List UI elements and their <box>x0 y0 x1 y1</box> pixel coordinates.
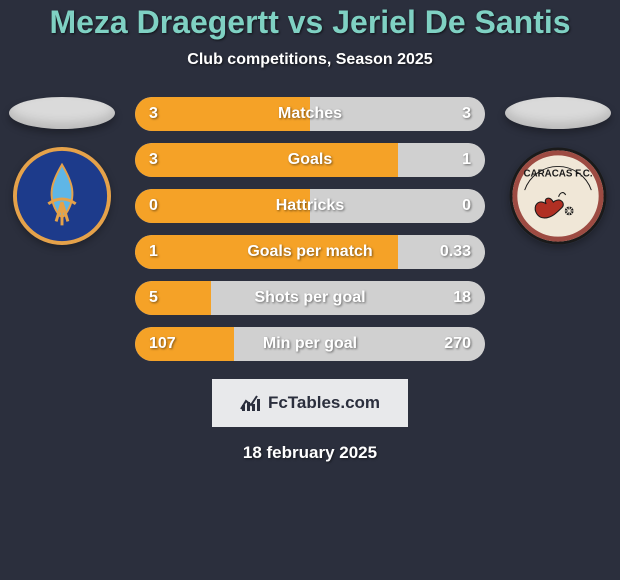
stat-value-left: 0 <box>149 197 158 215</box>
stat-value-left: 5 <box>149 289 158 307</box>
right-column: CARACAS F.C. <box>503 97 613 245</box>
stat-value-left: 3 <box>149 105 158 123</box>
stat-value-right: 3 <box>462 105 471 123</box>
branding-chart-icon <box>240 393 262 413</box>
stat-label: Matches <box>135 105 485 123</box>
stat-value-right: 0.33 <box>440 243 471 261</box>
stat-bar: Matches3 3 <box>135 97 485 131</box>
stat-bar: Min per goal107 270 <box>135 327 485 361</box>
stat-bar: Goals3 1 <box>135 143 485 177</box>
left-column <box>7 97 117 245</box>
club-right-logo: CARACAS F.C. <box>509 147 607 245</box>
stat-value-right: 270 <box>444 335 471 353</box>
comparison-row: Matches33Goals31Hattricks00Goals per mat… <box>0 97 620 361</box>
stat-value-right: 0 <box>462 197 471 215</box>
page-title: Meza Draegertt vs Jeriel De Santis <box>0 4 620 41</box>
stat-bar: Goals per match1 0.33 <box>135 235 485 269</box>
stat-label: Shots per goal <box>135 289 485 307</box>
branding-text: FcTables.com <box>268 393 380 413</box>
stat-value-right: 1 <box>462 151 471 169</box>
player-right-oval <box>505 97 611 129</box>
page-subtitle: Club competitions, Season 2025 <box>0 51 620 69</box>
stat-value-left: 1 <box>149 243 158 261</box>
stat-label: Goals per match <box>135 243 485 261</box>
stat-value-left: 107 <box>149 335 176 353</box>
stat-bar: Shots per goal5 18 <box>135 281 485 315</box>
caracas-icon: CARACAS F.C. <box>509 147 607 245</box>
svg-text:CARACAS F.C.: CARACAS F.C. <box>523 168 592 179</box>
stat-label: Min per goal <box>135 335 485 353</box>
stat-value-left: 3 <box>149 151 158 169</box>
club-left-logo <box>13 147 111 245</box>
footer-date: 18 february 2025 <box>0 443 620 463</box>
stat-label: Goals <box>135 151 485 169</box>
delfin-icon <box>13 147 111 245</box>
stat-value-right: 18 <box>453 289 471 307</box>
stats-bars: Matches33Goals31Hattricks00Goals per mat… <box>135 97 485 361</box>
branding-badge: FcTables.com <box>212 379 408 427</box>
stat-label: Hattricks <box>135 197 485 215</box>
player-left-oval <box>9 97 115 129</box>
stat-bar: Hattricks0 0 <box>135 189 485 223</box>
